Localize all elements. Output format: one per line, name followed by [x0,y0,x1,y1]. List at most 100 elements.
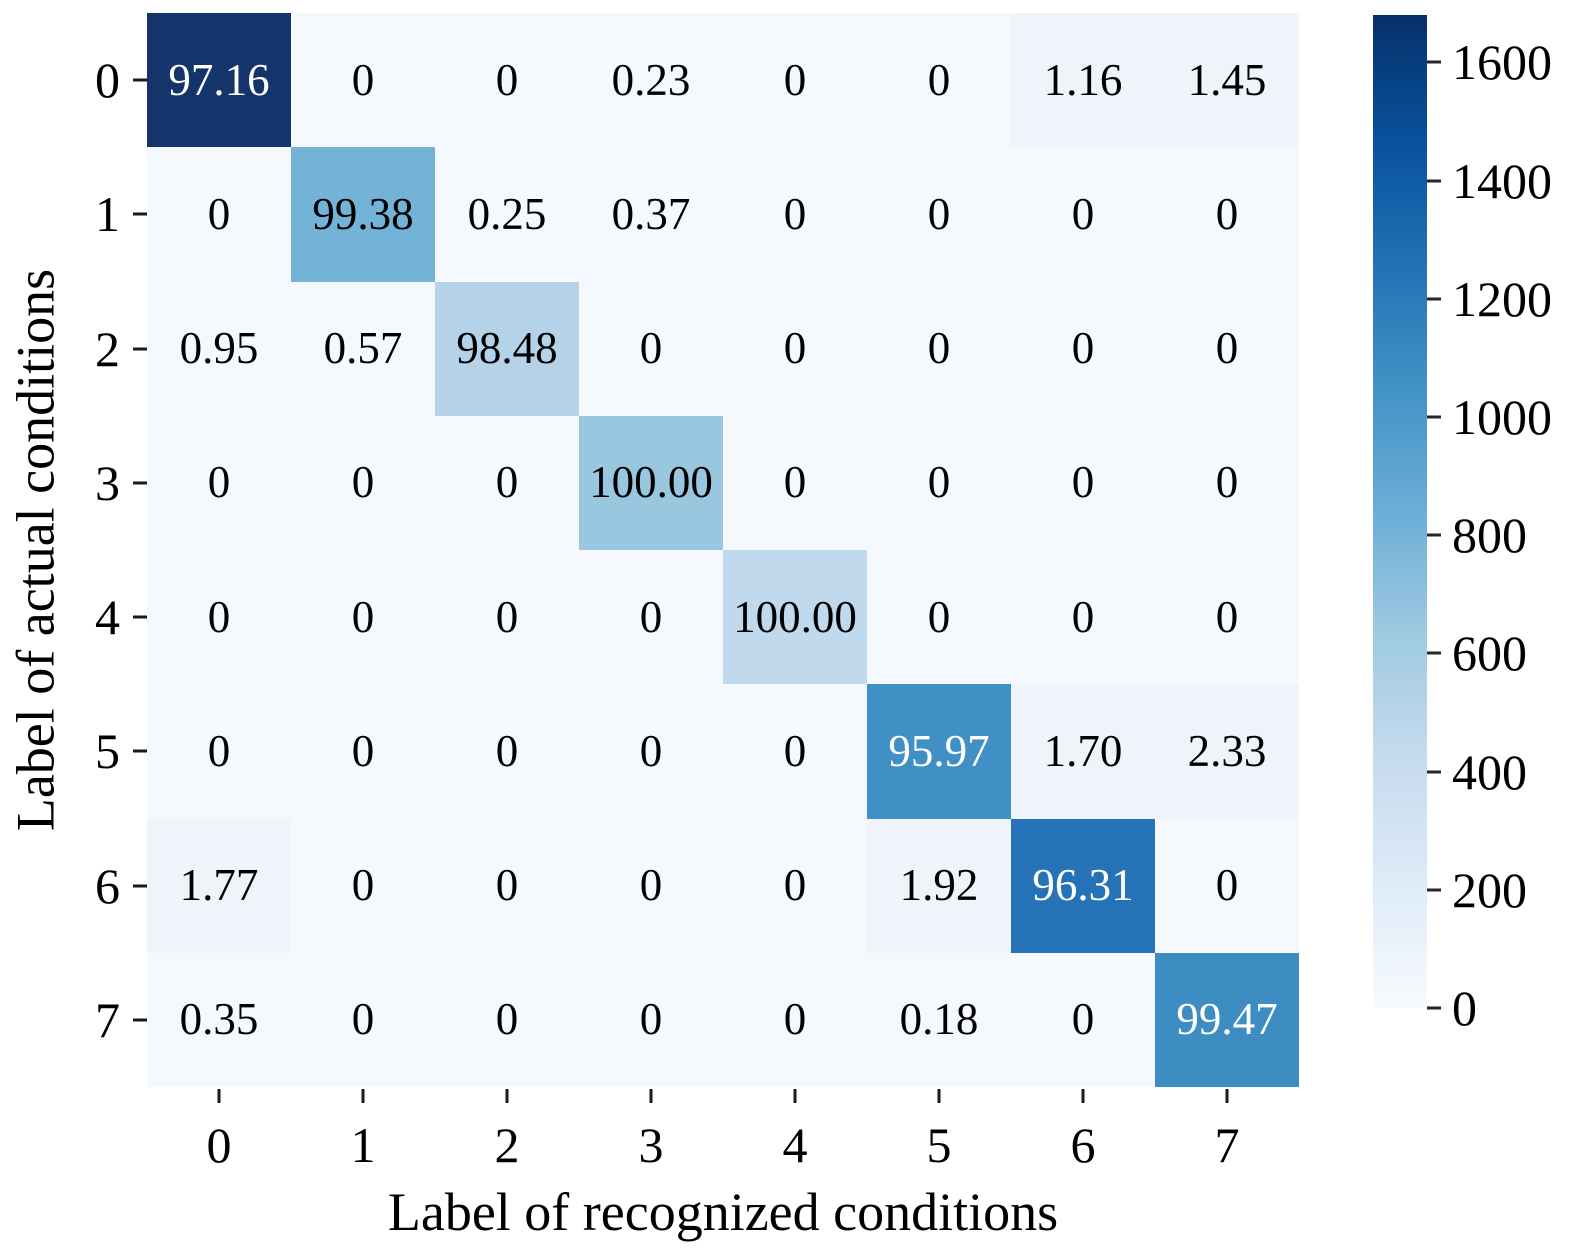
colorbar-tick-mark [1427,1006,1441,1010]
heatmap-cell: 0 [1155,147,1299,282]
y-tick-mark [133,212,147,216]
heatmap-cell: 1.77 [147,818,291,953]
heatmap-cell: 0 [291,818,435,953]
colorbar-tick-mark [1427,179,1441,182]
y-tick-mark [133,78,147,82]
heatmap-cell: 0 [723,415,867,550]
colorbar-tick-label: 400 [1452,743,1527,800]
colorbar-tick-label: 1200 [1452,270,1552,327]
heatmap-cell: 0 [291,952,435,1087]
heatmap-cell: 0 [435,415,579,550]
heatmap-cell: 0 [579,952,723,1087]
x-tick-label: 1 [350,1117,376,1173]
x-tick-label: 6 [1070,1117,1096,1173]
y-tick-label: 5 [95,723,120,780]
heatmap-cell: 99.38 [291,147,435,282]
heatmap-cell: 0 [723,952,867,1087]
y-tick-label: 2 [95,320,120,377]
heatmap-cell: 0 [1155,415,1299,550]
heatmap-cell: 0 [435,550,579,685]
heatmap-cell: 0.23 [579,13,723,148]
heatmap-cell: 0 [723,684,867,819]
heatmap-cell: 0 [723,147,867,282]
colorbar-tick-label: 200 [1452,861,1527,918]
colorbar-tick-mark [1427,533,1441,537]
heatmap-cell: 0.37 [579,147,723,282]
heatmap-cell: 99.47 [1155,952,1299,1087]
colorbar-tick-label: 1000 [1452,388,1552,445]
x-tick-mark [937,1089,941,1103]
heatmap-cell: 0 [723,13,867,148]
heatmap-cell: 0.95 [147,281,291,416]
y-tick-mark [133,884,147,888]
heatmap-grid: 97.16 0 0 0.23 0 0 1.16 1.45 0 99.38 0.25 0.37 0 0 0 0 0… [147,13,1299,1087]
heatmap-cell: 0 [291,13,435,148]
heatmap-cell: 0 [867,147,1011,282]
heatmap-cell: 0 [147,684,291,819]
heatmap-cell: 95.97 [867,684,1011,819]
y-tick-mark [133,749,147,753]
heatmap-cell: 98.48 [435,281,579,416]
heatmap-cell: 0 [723,281,867,416]
x-tick-mark [361,1089,365,1103]
x-tick-label: 3 [638,1117,664,1173]
heatmap-cell: 0 [867,13,1011,148]
heatmap-cell: 0 [723,818,867,953]
y-tick-label: 3 [95,454,120,511]
heatmap-cell: 0 [1011,147,1155,282]
x-tick-label: 5 [926,1117,952,1173]
x-tick-label: 2 [494,1117,520,1173]
heatmap-cell: 0 [435,684,579,819]
y-tick-label: 7 [95,991,120,1048]
heatmap-cell: 0.35 [147,952,291,1087]
heatmap-cell: 0 [579,684,723,819]
x-axis-title: Label of recognized conditions [387,1182,1059,1242]
heatmap-cell: 0 [1155,818,1299,953]
colorbar-tick-label: 600 [1452,625,1527,682]
colorbar-tick-mark [1427,770,1441,774]
colorbar-tick-mark [1427,651,1441,655]
y-tick-label: 1 [95,186,120,243]
heatmap-cell: 0 [1011,952,1155,1087]
colorbar-tick-mark [1427,297,1441,301]
heatmap-cell: 0 [579,281,723,416]
heatmap-cell: 0 [435,952,579,1087]
colorbar-tick-label: 0 [1452,980,1477,1036]
heatmap-cell: 96.31 [1011,818,1155,953]
x-tick-label: 0 [206,1117,232,1173]
y-tick-label: 6 [95,857,120,914]
heatmap-cell: 0 [867,281,1011,416]
heatmap-cell: 0 [291,415,435,550]
heatmap-cell: 0 [1011,550,1155,685]
heatmap-cell: 0 [291,550,435,685]
y-tick-label: 4 [95,589,120,646]
y-tick-mark [133,481,147,485]
colorbar-tick-label: 1400 [1452,152,1552,209]
heatmap-cell: 0.25 [435,147,579,282]
heatmap-cell: 1.92 [867,818,1011,953]
heatmap-cell: 97.16 [147,13,291,148]
x-tick-mark [217,1089,221,1103]
colorbar-tick-label: 1600 [1452,34,1552,91]
heatmap-cell: 1.45 [1155,13,1299,148]
y-tick-label: 0 [95,52,120,109]
x-tick-mark [1081,1089,1085,1103]
heatmap-cell: 0 [1155,281,1299,416]
y-tick-mark [133,615,147,619]
y-axis-title: Label of actual conditions [5,268,66,832]
heatmap-cell: 0 [867,415,1011,550]
heatmap-cell: 0 [291,684,435,819]
x-tick-label: 4 [782,1117,808,1173]
colorbar [1373,15,1427,1008]
heatmap-cell: 1.16 [1011,13,1155,148]
colorbar-tick-label: 800 [1452,507,1527,564]
colorbar-tick-mark [1427,888,1441,892]
heatmap-cell: 100.00 [723,550,867,685]
y-tick-mark [133,347,147,351]
heatmap-cell: 0 [1155,550,1299,685]
heatmap-cell: 0 [147,415,291,550]
colorbar-tick-mark [1427,60,1441,64]
x-tick-label: 7 [1214,1117,1240,1173]
heatmap-cell: 0 [147,147,291,282]
heatmap-cell: 0 [867,550,1011,685]
